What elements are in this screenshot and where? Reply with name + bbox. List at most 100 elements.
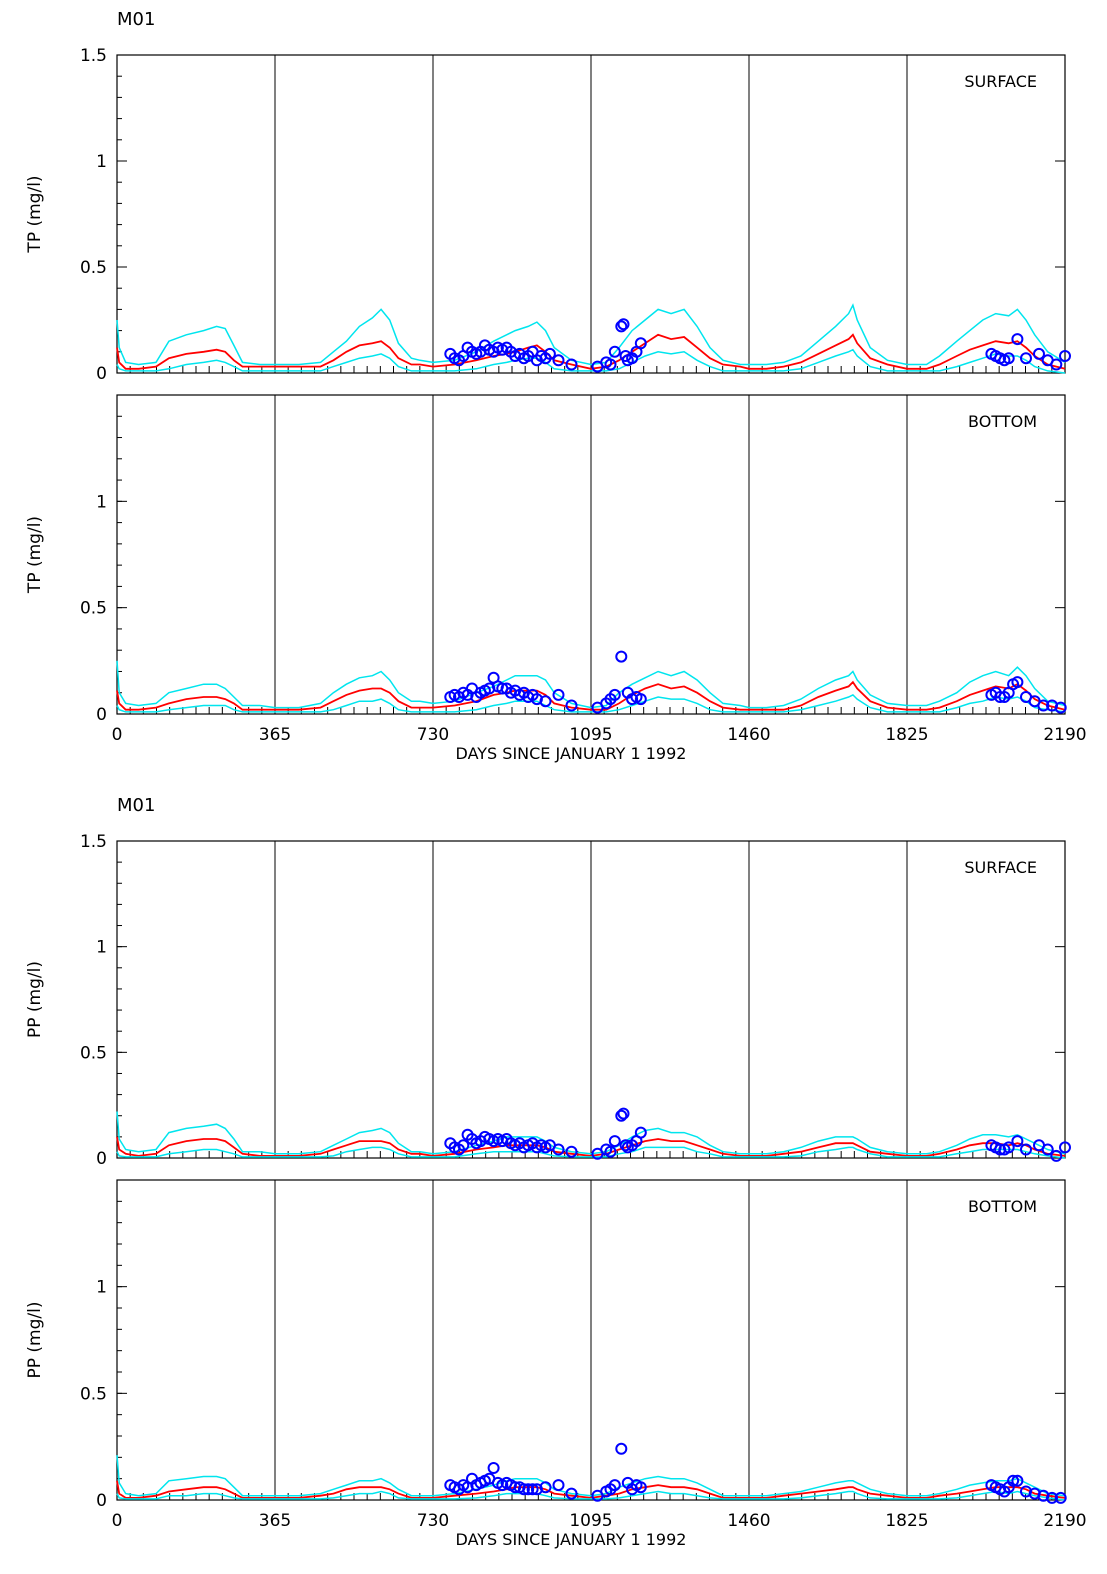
observation-point [608,1135,621,1148]
y-tick-label: 1.5 [80,46,107,66]
series-upper-line [116,660,1066,709]
observation-point [552,354,565,367]
y-axis-label: PP (mg/l) [25,1302,45,1379]
series-lower-line [116,693,1066,713]
series-upper-line [116,303,1066,366]
observation-point [543,347,556,360]
x-tick-label: 0 [112,1511,123,1531]
y-tick-label: 0.5 [80,1043,107,1063]
observation-point [1037,699,1050,712]
series-mean-line [116,680,1066,711]
y-axis-label: TP (mg/l) [25,516,45,594]
y-tick-label: 1.5 [80,832,107,852]
observation-point [634,337,647,350]
panel-title: SURFACE [964,858,1037,877]
observation-point [1059,1141,1071,1154]
y-tick-label: 1 [96,1278,107,1298]
observation-point [994,1143,1007,1156]
x-tick-label: 0 [112,725,123,745]
observation-point [1054,701,1067,714]
y-axis-label: PP (mg/l) [25,961,45,1038]
observation-point [1050,1149,1063,1162]
observation-point [615,1109,628,1122]
observation-point [565,1145,578,1158]
y-axis-label: TP (mg/l) [25,175,45,253]
observation-point [604,1145,617,1158]
y-tick-label: 1 [96,938,107,958]
observation-point [1011,1474,1024,1487]
series-mean-line [116,333,1066,370]
observation-point [539,695,552,708]
chart-panel-1: 0 0.5 1 0 365 730 1095 1460 1825 2190 DAYS SINCE J… [25,394,1087,763]
observation-point [1002,1141,1015,1154]
observation-point [552,688,565,701]
station-title: M01 [117,9,155,30]
observation-point [615,1442,628,1455]
y-tick-label: 1 [96,152,107,172]
chart-panel-3: 0 0.5 1 0 365 730 1095 1460 1825 2190 DAYS SINCE J… [25,1179,1087,1549]
observation-point [526,1483,539,1496]
series-mean-line [116,1480,1066,1499]
observation-point [1011,333,1024,346]
observation-point [1020,352,1032,365]
observation-point [487,1462,500,1474]
observation-point [1050,358,1063,371]
series-lower-line [116,1490,1066,1501]
observation-point [565,1487,578,1500]
station-title: M01 [117,795,155,816]
x-tick-label: 1460 [727,1511,770,1531]
y-tick-label: 0 [96,364,107,384]
observation-point [634,1126,647,1139]
observation-point [1041,1143,1054,1156]
observation-point [619,1139,632,1152]
y-tick-label: 1 [96,492,107,512]
x-tick-label: 1095 [569,1511,612,1531]
observation-point [565,699,578,712]
observation-point [1033,347,1045,360]
observation-point [608,688,621,701]
observation-point [457,1139,470,1152]
x-tick-label: 1460 [727,725,770,745]
y-tick-label: 0.5 [80,258,107,278]
panel-title: BOTTOM [968,412,1037,431]
observation-point [1020,1143,1032,1156]
x-tick-label: 2190 [1043,1511,1086,1531]
x-tick-label: 2190 [1043,725,1086,745]
observation-point [565,358,578,371]
observation-point [1046,1491,1058,1504]
chart-panel-2: 0 0.5 1 1.5 PP (mg/l) SURFACE M01 [25,795,1071,1169]
x-tick-label: 730 [417,1511,449,1531]
y-tick-label: 0 [96,1491,107,1511]
observation-point [1011,1135,1024,1148]
observation-point [617,318,630,331]
y-tick-label: 0.5 [80,599,107,619]
y-tick-label: 0.5 [80,1384,107,1404]
observation-point [517,1483,530,1496]
chart-panel-0: 0 0.5 1 1.5 TP (mg/l) SURFACE M01 [25,9,1071,384]
x-axis-label: DAYS SINCE JANUARY 1 1992 [456,744,687,763]
x-tick-label: 1825 [885,1511,928,1531]
x-tick-label: 730 [417,725,449,745]
observation-point [608,1479,621,1492]
observation-point [522,1483,535,1496]
observation-point [539,1481,552,1494]
observation-point [1011,676,1024,689]
observation-point [608,345,621,358]
observation-point [1059,350,1071,362]
observation-point [530,693,543,706]
observation-point [634,693,647,706]
observation-point [483,682,496,695]
observation-point [530,1483,543,1496]
observation-point [615,320,628,333]
series-lower-line [116,348,1066,374]
observation-point [1054,1491,1067,1504]
y-tick-label: 0 [96,1149,107,1169]
series-mean-line [116,1136,1066,1157]
observation-point [1007,1474,1020,1487]
x-tick-label: 1095 [569,725,612,745]
series-upper-line [116,1111,1066,1155]
series-upper-line [116,1455,1066,1497]
observation-point [604,358,617,371]
observation-point [615,650,628,663]
